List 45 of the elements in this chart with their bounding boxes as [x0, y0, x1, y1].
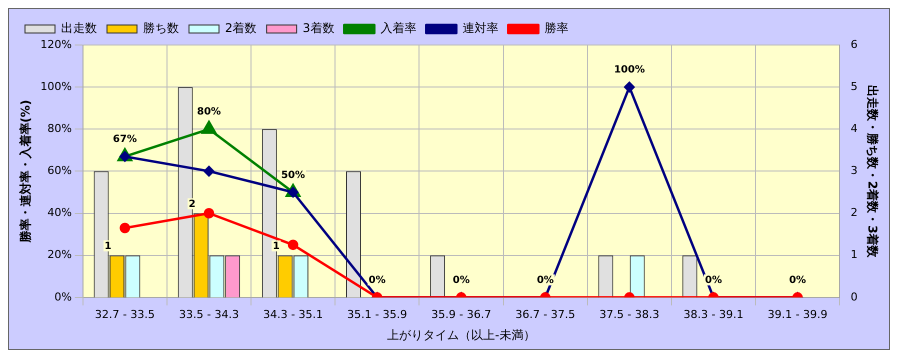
y2-tick-label: 0 — [850, 290, 858, 304]
legend-label: 入着率 — [380, 21, 416, 36]
legend-label: 勝ち数 — [143, 21, 179, 36]
legend-label: 連対率 — [462, 21, 498, 36]
y2-tick-label: 1 — [850, 248, 858, 262]
x-tick-label: 37.5 - 38.3 — [599, 308, 660, 321]
x-tick-label: 34.3 - 35.1 — [263, 308, 324, 321]
data-label: 0% — [368, 274, 386, 286]
y-tick-label: 80% — [47, 122, 72, 135]
x-tick-label: 38.3 - 39.1 — [684, 308, 744, 321]
x-tick-label: 36.7 - 37.5 — [515, 308, 576, 321]
data-label: 80% — [197, 106, 221, 118]
data-label: 2 — [188, 198, 196, 210]
legend-label: 3着数 — [302, 21, 334, 36]
legend-label: 出走数 — [61, 21, 97, 36]
x-tick-label: 39.1 - 39.9 — [768, 308, 828, 321]
data-label: 1 — [104, 240, 112, 252]
x-tick-label: 33.5 - 34.3 — [178, 308, 239, 321]
data-label: 50% — [281, 170, 306, 181]
y-tick-label: 60% — [47, 164, 72, 178]
x-axis-title: 上がりタイム（以上-未満） — [387, 328, 536, 342]
y2-tick-label: 2 — [850, 206, 858, 220]
y2-tick-label: 5 — [850, 80, 858, 93]
y-axis-title: 勝率・連対率・入着率(%) — [18, 100, 32, 244]
data-label: 1 — [272, 240, 280, 252]
y2-axis-title: 出走数・勝ち数・2着数・3着数 — [866, 84, 880, 259]
y-tick-label: 20% — [47, 248, 72, 262]
data-label: 0% — [704, 274, 722, 286]
y-tick-label: 40% — [47, 206, 72, 220]
data-label: 100% — [614, 64, 645, 76]
data-label: 0% — [452, 274, 470, 286]
x-tick-label: 32.7 - 33.5 — [94, 308, 155, 321]
x-tick-label: 35.1 - 35.9 — [347, 308, 408, 321]
data-label: 0% — [536, 274, 554, 286]
legend-label: 勝率 — [544, 21, 568, 36]
y-tick-label: 0% — [54, 290, 72, 304]
y-tick-label: 120% — [40, 38, 72, 51]
y-tick-label: 100% — [40, 80, 72, 93]
y2-tick-label: 3 — [850, 164, 858, 178]
data-label: 67% — [112, 134, 137, 146]
x-tick-label: 35.9 - 36.7 — [431, 308, 492, 321]
y2-tick-label: 4 — [850, 122, 858, 135]
y2-tick-label: 6 — [850, 38, 858, 51]
data-label: 0% — [789, 274, 806, 286]
legend-label: 2着数 — [225, 21, 257, 36]
